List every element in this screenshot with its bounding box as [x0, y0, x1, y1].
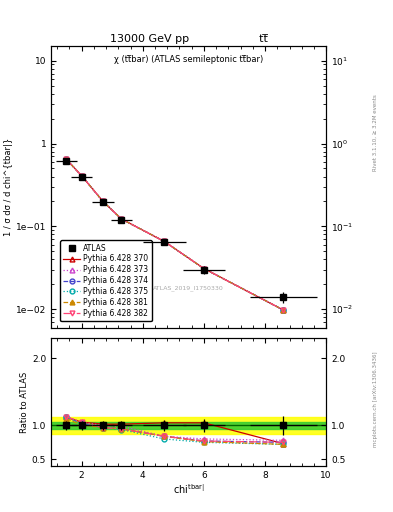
Text: mcplots.cern.ch [arXiv:1306.3436]: mcplots.cern.ch [arXiv:1306.3436] — [373, 352, 378, 447]
Title: 13000 GeV pp                    tt̅: 13000 GeV pp tt̅ — [110, 34, 268, 44]
X-axis label: chi$^{\sf{tbar|}}$: chi$^{\sf{tbar|}}$ — [173, 482, 204, 496]
Text: ATLAS_2019_I1750330: ATLAS_2019_I1750330 — [153, 285, 224, 291]
Text: Rivet 3.1.10, ≥ 3.2M events: Rivet 3.1.10, ≥ 3.2M events — [373, 95, 378, 172]
Bar — [51, 417, 326, 434]
Legend: ATLAS, Pythia 6.428 370, Pythia 6.428 373, Pythia 6.428 374, Pythia 6.428 375, P: ATLAS, Pythia 6.428 370, Pythia 6.428 37… — [61, 241, 152, 321]
Y-axis label: Ratio to ATLAS: Ratio to ATLAS — [20, 371, 29, 433]
Bar — [51, 422, 326, 429]
Text: χ (tt̅bar) (ATLAS semileptonic tt̅bar): χ (tt̅bar) (ATLAS semileptonic tt̅bar) — [114, 55, 263, 63]
Y-axis label: 1 / σ dσ / d chi^{tbar|}: 1 / σ dσ / d chi^{tbar|} — [4, 138, 13, 236]
